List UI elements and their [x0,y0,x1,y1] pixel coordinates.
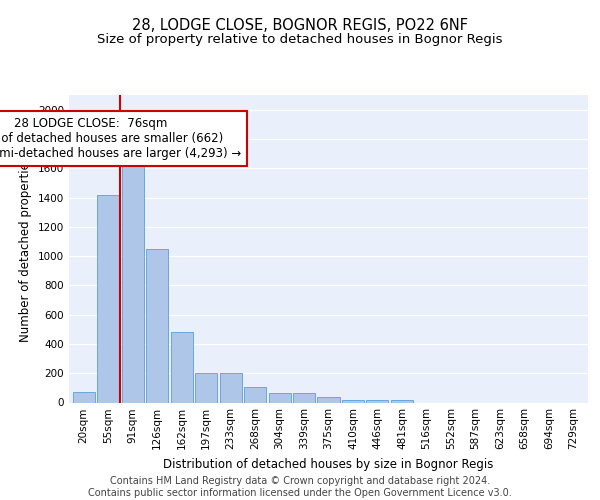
Text: Size of property relative to detached houses in Bognor Regis: Size of property relative to detached ho… [97,34,503,46]
X-axis label: Distribution of detached houses by size in Bognor Regis: Distribution of detached houses by size … [163,458,494,471]
Bar [244,387,266,402]
Bar [97,194,119,402]
Bar [367,400,388,402]
Bar [391,400,413,402]
Text: 28, LODGE CLOSE, BOGNOR REGIS, PO22 6NF: 28, LODGE CLOSE, BOGNOR REGIS, PO22 6NF [132,18,468,32]
Text: 28 LODGE CLOSE:  76sqm
← 13% of detached houses are smaller (662)
86% of semi-de: 28 LODGE CLOSE: 76sqm ← 13% of detached … [0,117,241,160]
Text: Contains public sector information licensed under the Open Government Licence v3: Contains public sector information licen… [88,488,512,498]
Bar [170,332,193,402]
Bar [122,164,143,402]
Text: Contains HM Land Registry data © Crown copyright and database right 2024.: Contains HM Land Registry data © Crown c… [110,476,490,486]
Bar [342,400,364,402]
Bar [146,248,168,402]
Bar [220,373,242,402]
Bar [73,392,95,402]
Bar [195,373,217,402]
Y-axis label: Number of detached properties: Number of detached properties [19,156,32,342]
Bar [317,398,340,402]
Bar [269,393,290,402]
Bar [293,393,315,402]
